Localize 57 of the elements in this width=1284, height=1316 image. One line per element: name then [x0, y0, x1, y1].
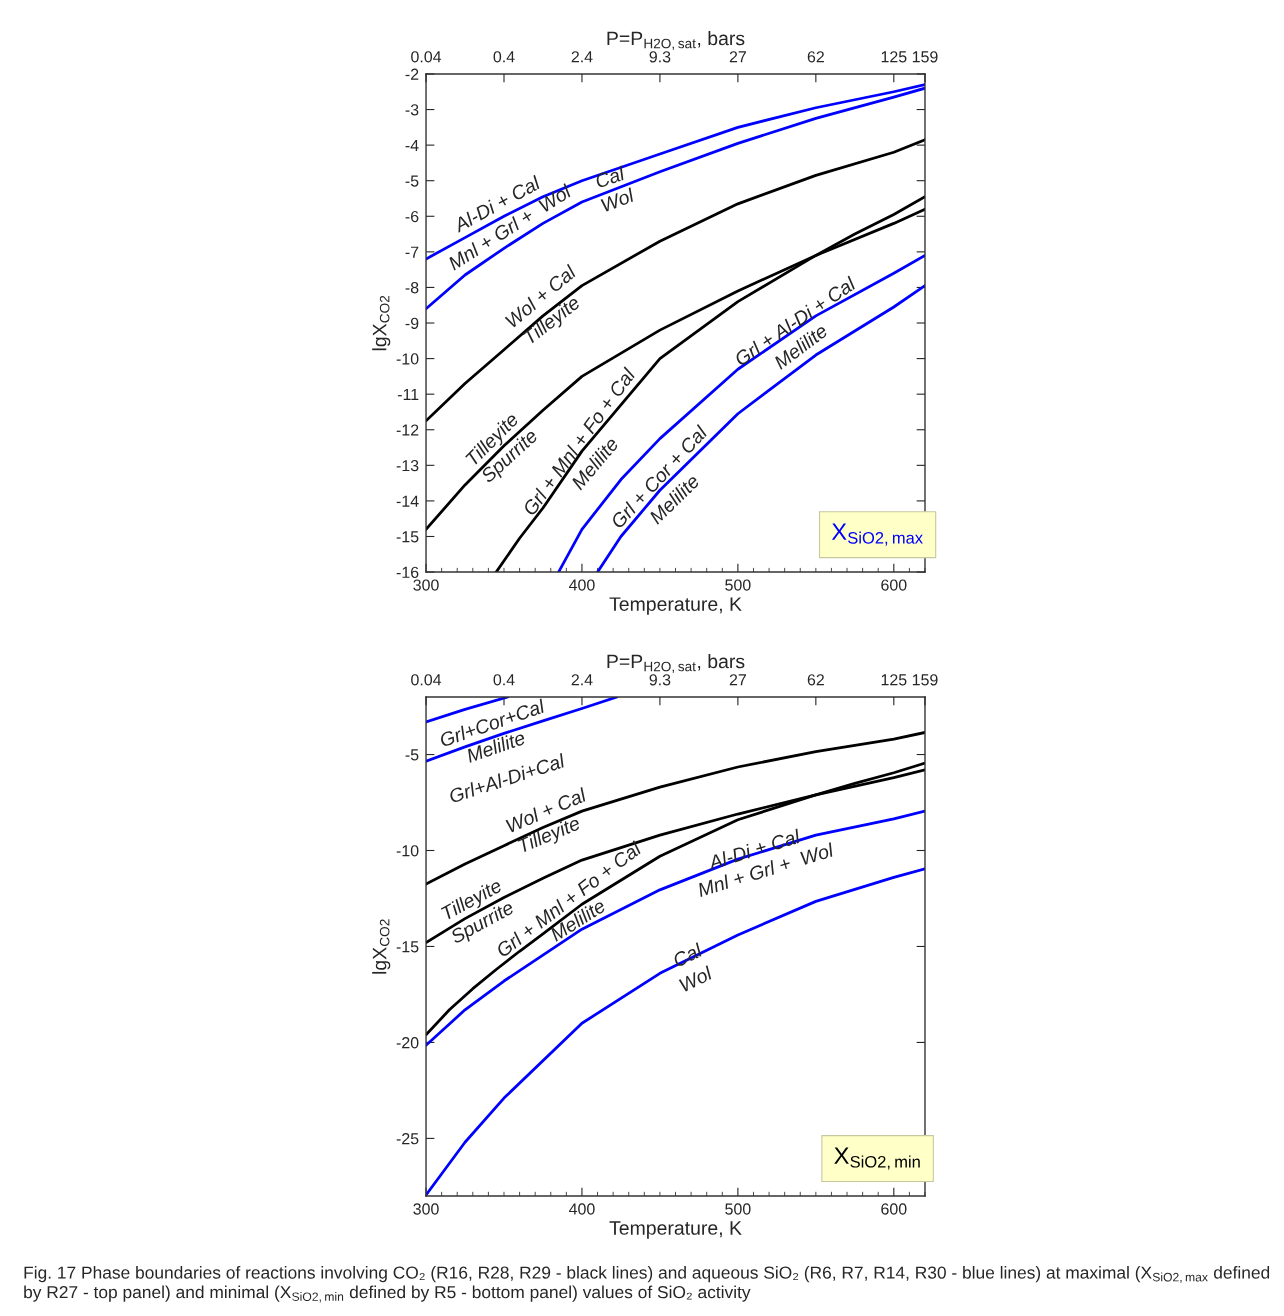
text: 125 — [881, 674, 907, 686]
y-tick-label: -11 — [397, 388, 419, 400]
x2-axis-title: P=P$_{H2O,sat}$, bars — [607, 30, 745, 50]
text: 0.4 — [493, 674, 515, 686]
y-tick-label: -3 — [405, 104, 419, 116]
y-tick-label: -10 — [396, 353, 419, 365]
annotation: Wol — [600, 187, 636, 213]
text: Fig. 17 Phase boundaries of reactions involving CO₂ (R16, R28, R29 - black lines) and aqueous SiO₂ (R6, R7, R14, R30 - blue lines) at maximal (X$_{SiO2,max}$ defined by R27 - top panel) and minimal (X$_{SiO2,min}$ defined by R5 - bottom panel) values of SiO₂ activity — [24, 1265, 1270, 1303]
y-tick-label: -5 — [405, 175, 419, 187]
y-tick-label: -13 — [396, 459, 419, 472]
y-tick-label: -6 — [405, 210, 419, 223]
text: 125 — [881, 51, 907, 63]
text: 0.04 — [411, 51, 442, 63]
y-tick-label: -9 — [405, 317, 419, 329]
text: 159 — [912, 674, 938, 686]
x2-axis-title: P=P$_{H2O,sat}$, bars — [607, 653, 745, 673]
y-tick-label: -20 — [396, 1037, 419, 1049]
text: 2.4 — [571, 674, 593, 686]
x-tick-label: 300 — [413, 579, 439, 591]
text: 27 — [729, 674, 746, 686]
text: 2.4 — [571, 51, 593, 63]
x-tick-label: 300 — [413, 1203, 439, 1215]
text: 62 — [807, 51, 824, 63]
y-axis-title: lgX$_{CO2}$ — [372, 919, 391, 974]
text: 9.3 — [649, 674, 671, 686]
text: 0.04 — [411, 674, 442, 686]
y-axis-title: lgX$_{CO2}$ — [372, 295, 391, 351]
x-axis-title: Temperature, K — [609, 1221, 742, 1239]
y-tick-label: -15 — [396, 531, 419, 543]
y-tick-label: -12 — [396, 424, 419, 436]
annotation: X$_{SiO2,max}$ — [831, 523, 923, 546]
x-tick-label: 400 — [569, 579, 595, 591]
y-tick-label: -4 — [405, 139, 419, 151]
y-tick-label: -14 — [396, 495, 419, 507]
y-tick-label: -10 — [396, 845, 419, 857]
annotation: Cal — [671, 942, 704, 968]
y-tick-label: -5 — [405, 749, 419, 761]
annotation: X$_{SiO2,min}$ — [834, 1147, 920, 1170]
text: 27 — [729, 51, 746, 63]
x-axis-title: Temperature, K — [609, 597, 742, 615]
annotation: Wol — [678, 965, 714, 993]
x-tick-label: 500 — [725, 1203, 751, 1215]
y-tick-label: -2 — [405, 68, 419, 80]
x-tick-label: 600 — [881, 579, 907, 591]
y-tick-label: -15 — [396, 941, 419, 953]
y-tick-label: -25 — [396, 1133, 419, 1145]
text: 0.4 — [493, 51, 515, 63]
x-tick-label: 400 — [569, 1203, 595, 1215]
text: 159 — [912, 51, 938, 63]
x-tick-label: 600 — [881, 1203, 907, 1215]
annotation: Cal — [594, 165, 627, 189]
y-tick-label: -7 — [405, 246, 419, 258]
y-tick-label: -16 — [396, 566, 419, 579]
y-tick-label: -8 — [405, 282, 419, 294]
text: 9.3 — [649, 51, 671, 63]
text: 62 — [807, 674, 824, 686]
x-tick-label: 500 — [725, 579, 751, 591]
